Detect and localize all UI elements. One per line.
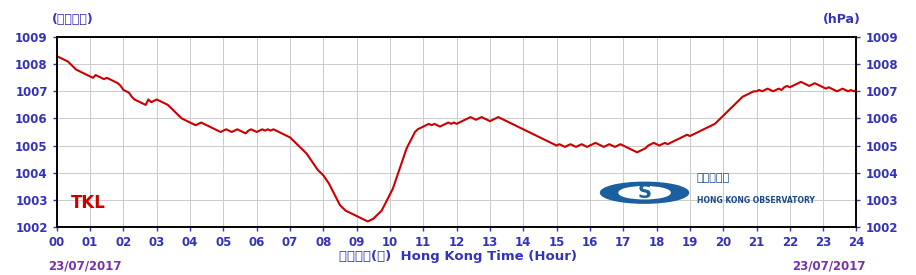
- Text: 23/07/2017: 23/07/2017: [792, 259, 866, 272]
- Circle shape: [619, 187, 671, 199]
- Text: S: S: [638, 183, 651, 202]
- Text: 23/07/2017: 23/07/2017: [48, 259, 121, 272]
- Text: (百帕斯卡): (百帕斯卡): [52, 13, 94, 26]
- Text: (hPa): (hPa): [823, 13, 861, 26]
- Circle shape: [601, 182, 689, 203]
- Text: 香港時間(時)  Hong Kong Time (Hour): 香港時間(時) Hong Kong Time (Hour): [339, 250, 577, 263]
- Text: HONG KONG OBSERVATORY: HONG KONG OBSERVATORY: [696, 196, 814, 205]
- Text: 香港天文台: 香港天文台: [696, 172, 730, 183]
- Text: TKL: TKL: [71, 194, 106, 212]
